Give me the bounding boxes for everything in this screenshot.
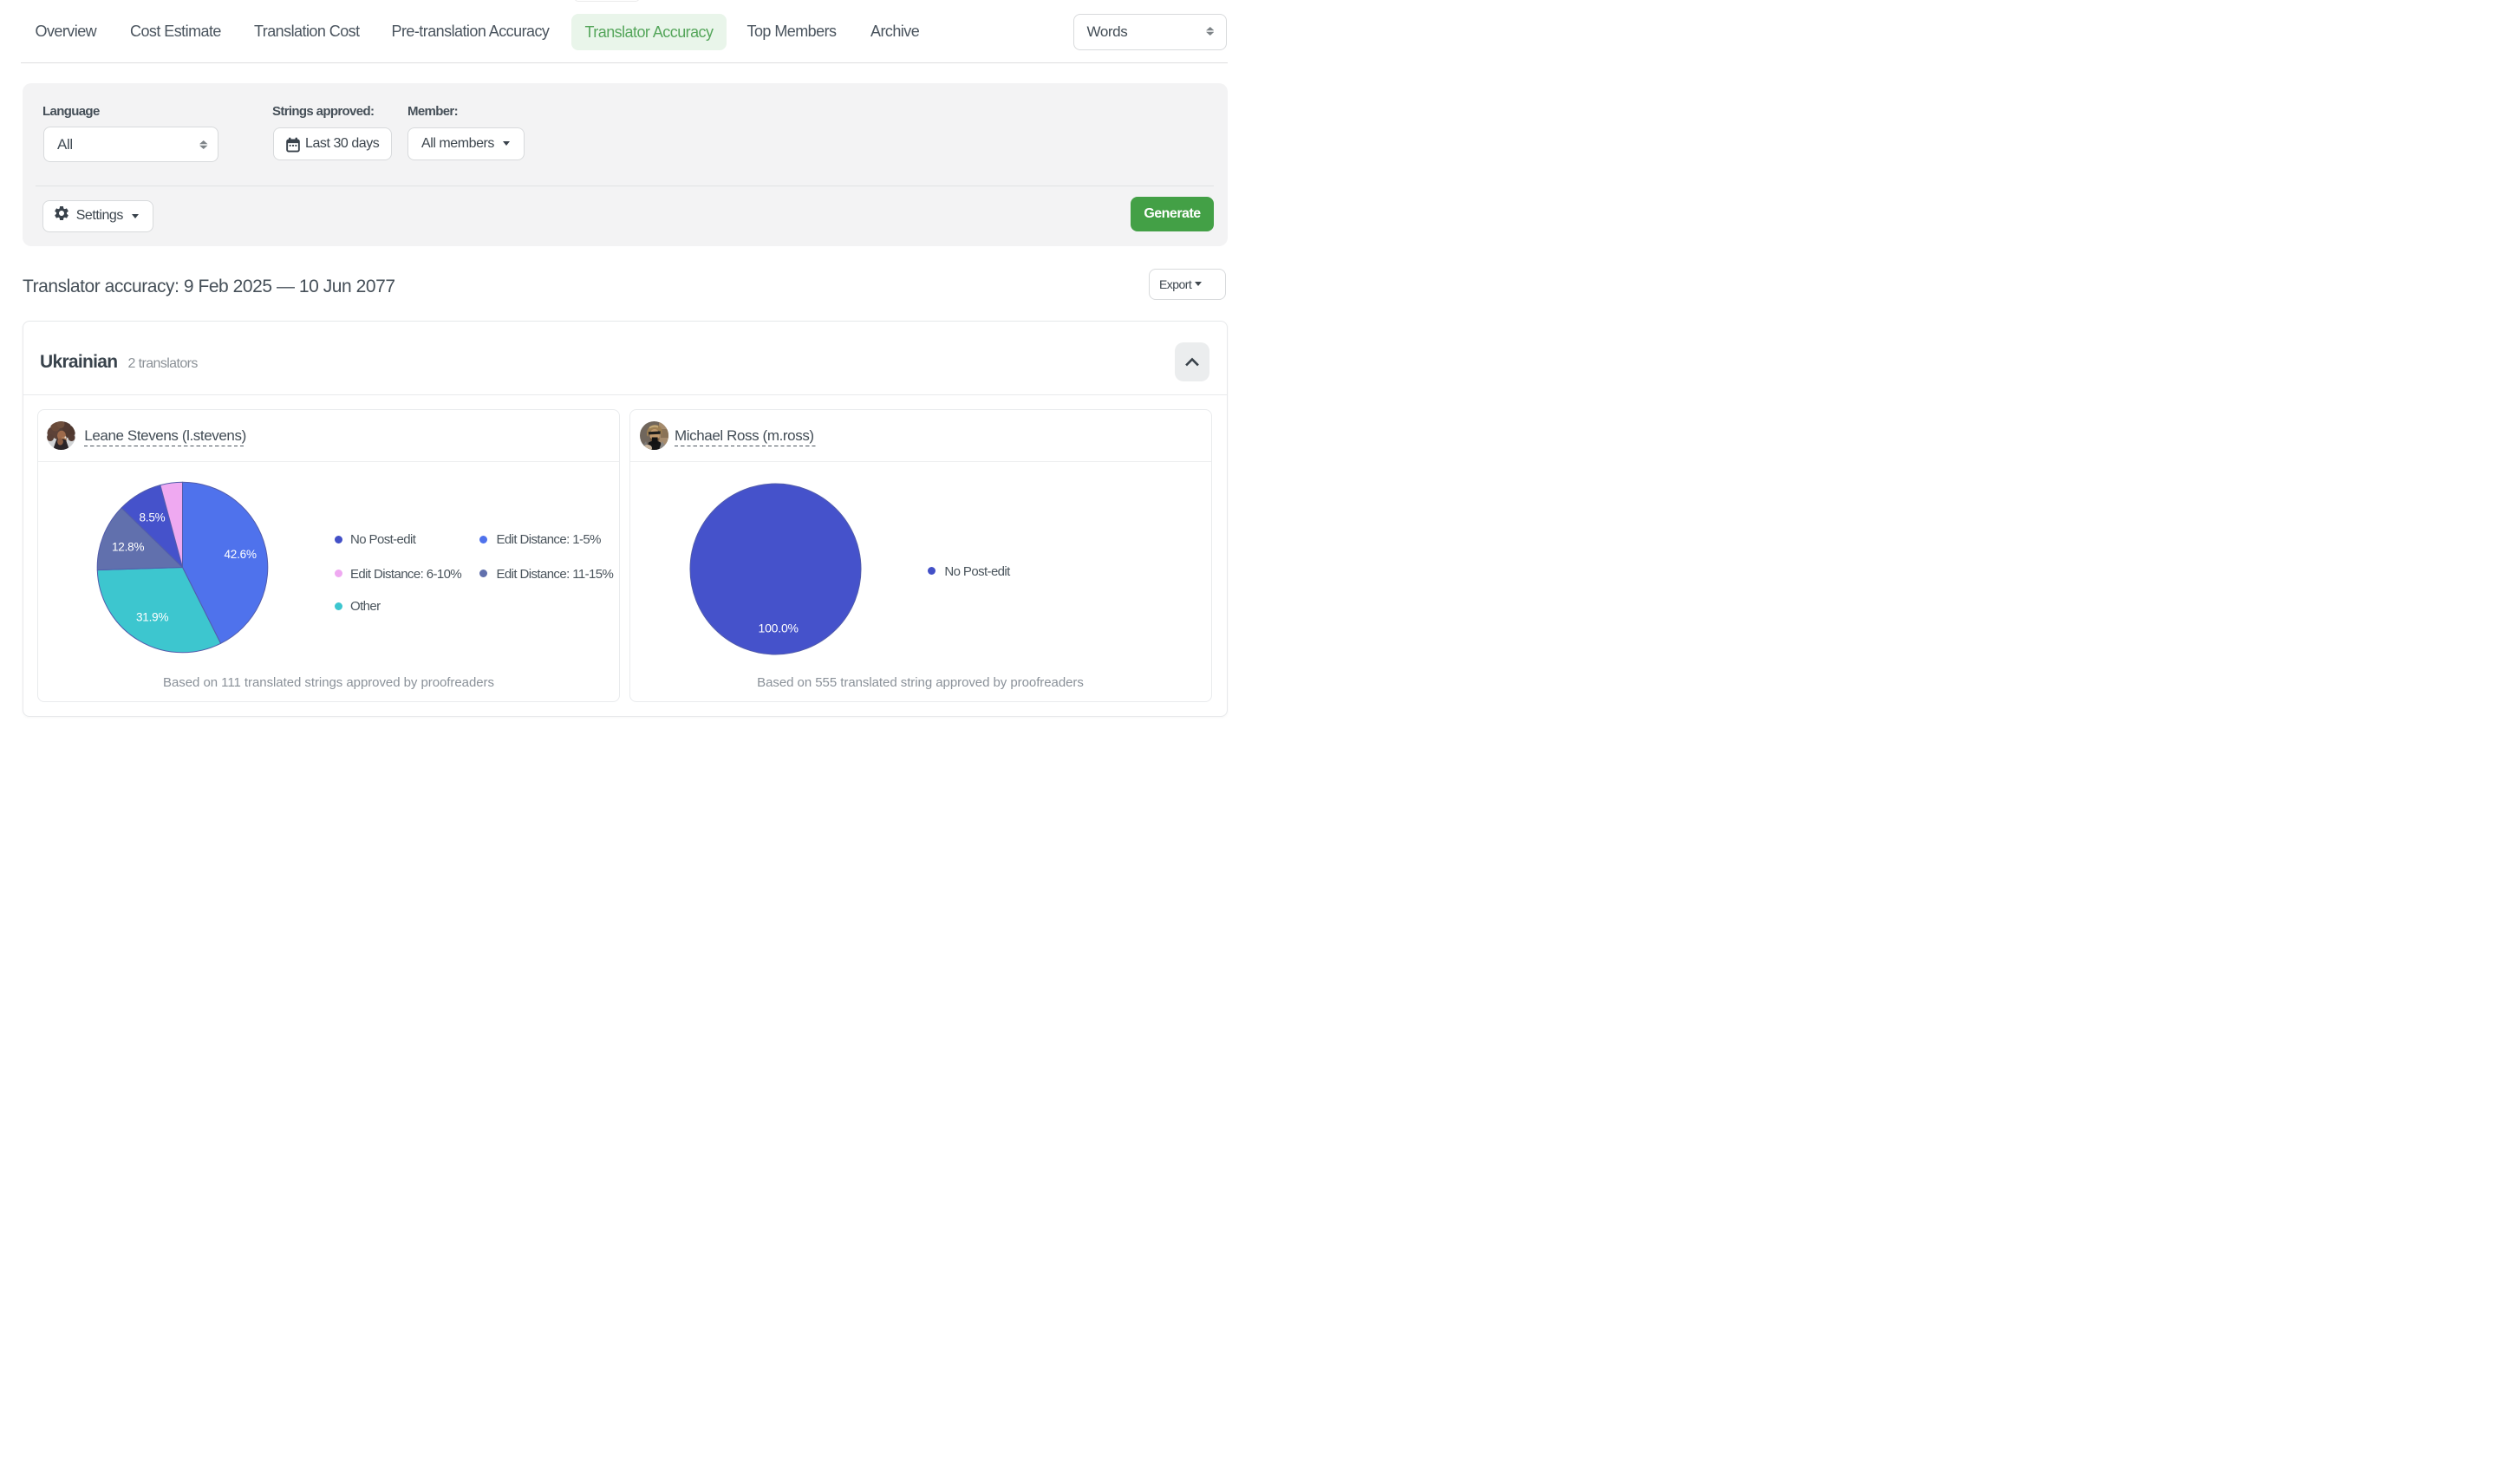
svg-text:100.0%: 100.0%	[758, 621, 798, 635]
svg-text:42.6%: 42.6%	[225, 548, 257, 561]
svg-text:31.9%: 31.9%	[136, 610, 168, 623]
svg-text:8.5%: 8.5%	[140, 511, 166, 524]
svg-text:12.8%: 12.8%	[112, 540, 144, 553]
